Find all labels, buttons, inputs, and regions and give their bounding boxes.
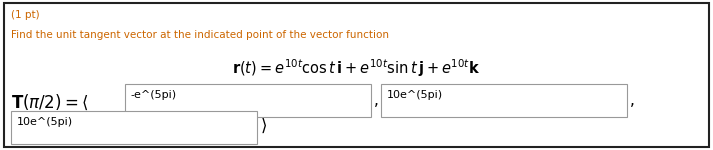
FancyBboxPatch shape xyxy=(11,111,257,144)
Text: $\mathbf{r}(t) = e^{10t}\cos t\,\mathbf{i} + e^{10t}\sin t\,\mathbf{j} + e^{10t}: $\mathbf{r}(t) = e^{10t}\cos t\,\mathbf{… xyxy=(232,57,481,79)
Text: $\mathbf{T}(\pi/2) = \langle$: $\mathbf{T}(\pi/2) = \langle$ xyxy=(11,93,88,112)
Text: Find the unit tangent vector at the indicated point of the vector function: Find the unit tangent vector at the indi… xyxy=(11,30,389,40)
Text: 10e^(5pi): 10e^(5pi) xyxy=(387,90,443,100)
Text: 10e^(5pi): 10e^(5pi) xyxy=(16,117,73,127)
Text: $\rangle$: $\rangle$ xyxy=(260,117,267,135)
Text: -e^(5pi): -e^(5pi) xyxy=(130,90,177,100)
FancyBboxPatch shape xyxy=(125,84,371,117)
Text: (1 pt): (1 pt) xyxy=(11,11,39,21)
Text: ,: , xyxy=(630,93,635,108)
FancyBboxPatch shape xyxy=(381,84,627,117)
Text: ,: , xyxy=(374,93,379,108)
